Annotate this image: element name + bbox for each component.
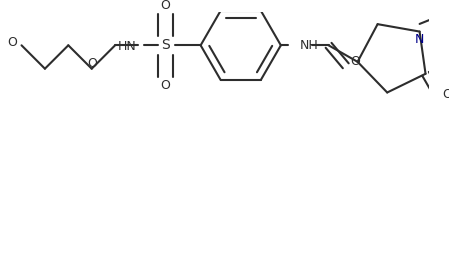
Text: NH: NH <box>300 39 319 52</box>
Text: S: S <box>161 38 170 52</box>
Text: O: O <box>7 36 17 49</box>
Text: N: N <box>415 33 424 47</box>
Text: O: O <box>87 57 97 70</box>
Text: O: O <box>160 79 170 92</box>
Text: O: O <box>160 0 170 12</box>
Text: O: O <box>351 55 361 68</box>
Text: HN: HN <box>118 40 136 53</box>
Text: O: O <box>442 88 449 101</box>
